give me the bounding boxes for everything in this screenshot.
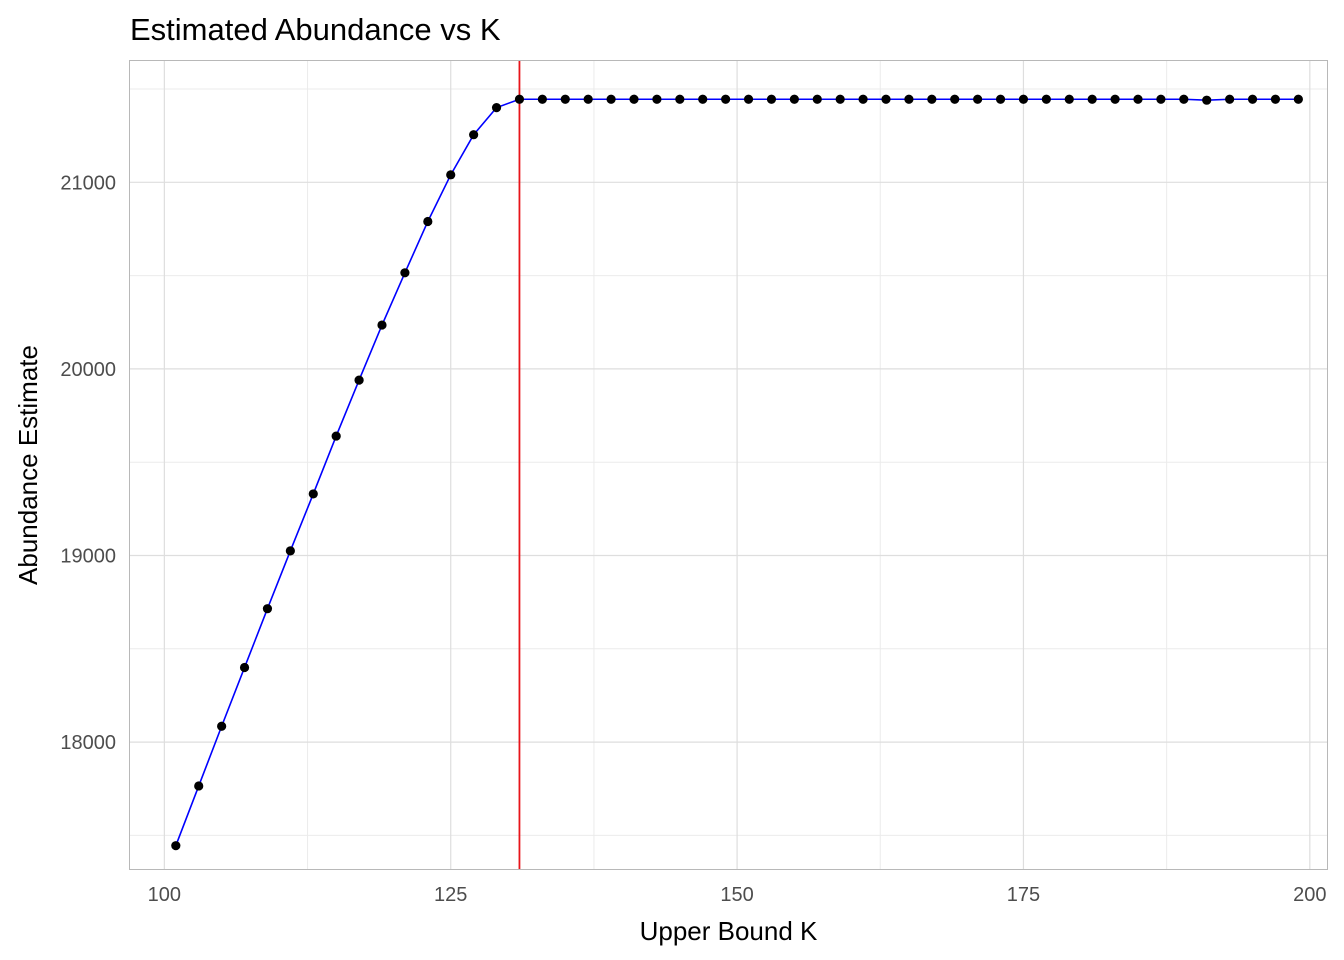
data-point <box>1064 94 1074 104</box>
data-point <box>1018 94 1029 104</box>
data-point <box>1133 94 1143 104</box>
data-point <box>904 94 914 104</box>
x-tick-label: 125 <box>434 884 467 906</box>
data-point <box>1293 94 1303 104</box>
data-point <box>423 216 433 227</box>
data-point <box>995 94 1006 104</box>
data-point <box>1087 94 1097 104</box>
data-point <box>1156 94 1166 104</box>
plot-panel-border <box>129 60 1328 870</box>
data-point <box>1110 94 1120 104</box>
y-tick-label: 19000 <box>60 546 116 568</box>
data-point <box>560 94 570 104</box>
data-point <box>743 94 754 104</box>
data-point <box>400 268 410 278</box>
data-point <box>354 375 364 385</box>
grid-major <box>130 61 1327 869</box>
x-tick-label: 150 <box>720 884 753 906</box>
data-point <box>789 94 799 104</box>
data-point <box>652 94 662 104</box>
data-point <box>1247 94 1258 104</box>
data-point <box>766 94 777 104</box>
data-point <box>721 94 731 104</box>
data-point <box>446 170 456 180</box>
data-point <box>881 94 891 104</box>
data-point <box>217 721 227 731</box>
data-point <box>606 94 616 104</box>
y-tick-label: 21000 <box>60 172 116 194</box>
x-axis-title: Upper Bound K <box>640 916 818 946</box>
y-axis-ticks: 18000 19000 20000 21000 <box>60 172 116 754</box>
data-point <box>1270 94 1281 104</box>
data-point <box>629 94 639 104</box>
data-point <box>675 94 685 104</box>
data-point <box>514 94 525 104</box>
chart-title: Estimated Abundance vs K <box>130 12 501 47</box>
y-tick-label: 20000 <box>60 359 116 381</box>
data-point <box>583 94 593 104</box>
x-tick-label: 175 <box>1007 884 1040 906</box>
data-point <box>1225 94 1235 104</box>
data-point <box>469 130 479 140</box>
x-axis-ticks: 100 125 150 175 200 <box>148 884 1327 906</box>
data-point <box>1202 95 1212 105</box>
data-point <box>171 841 181 851</box>
data-point <box>377 320 387 330</box>
data-point <box>858 94 868 104</box>
data-point <box>194 781 204 791</box>
data-point <box>331 431 341 441</box>
data-point <box>927 94 937 104</box>
grid-minor <box>130 61 1327 869</box>
data-point <box>1179 94 1189 104</box>
data-point <box>973 94 983 104</box>
data-point <box>262 604 273 614</box>
y-axis-title: Abundance Estimate <box>13 345 43 585</box>
data-point <box>812 94 822 104</box>
x-tick-label: 200 <box>1293 884 1326 906</box>
data-point <box>1041 94 1051 104</box>
data-point <box>950 94 960 104</box>
data-points <box>171 94 1303 851</box>
y-tick-label: 18000 <box>60 732 116 754</box>
data-point <box>835 94 845 104</box>
x-tick-label: 100 <box>148 884 181 906</box>
data-point <box>285 546 295 556</box>
data-point <box>308 489 318 499</box>
data-point <box>698 94 708 104</box>
data-point <box>239 662 250 673</box>
data-point <box>491 103 502 113</box>
data-point <box>537 94 547 104</box>
